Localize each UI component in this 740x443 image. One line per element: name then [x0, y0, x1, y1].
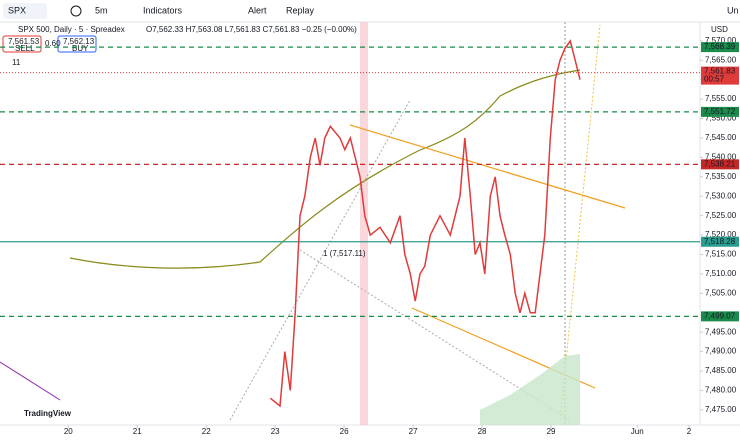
- y-tick-label: 7,505.00: [705, 288, 737, 297]
- y-tick-label: 7,495.00: [705, 327, 737, 336]
- price-level-label: 7,538.21: [704, 159, 736, 168]
- unlock-button[interactable]: Un: [727, 5, 739, 15]
- y-tick-label: 7,530.00: [705, 191, 737, 200]
- x-tick-label: 28: [478, 427, 487, 436]
- currency: USD: [711, 25, 728, 34]
- buy-price[interactable]: 7,562.13: [63, 37, 95, 46]
- y-tick-label: 7,490.00: [705, 347, 737, 356]
- price-level-tag: [701, 106, 739, 117]
- buy-label[interactable]: BUY: [72, 44, 89, 53]
- y-tick-label: 7,525.00: [705, 211, 737, 220]
- indicator-line: [0, 361, 61, 401]
- x-tick-label: 21: [133, 427, 142, 436]
- chart-title: SPX 500, Daily · 5 · Spreadex: [18, 25, 125, 34]
- y-tick-label: 7,480.00: [705, 386, 737, 395]
- x-tick-label: 22: [202, 427, 211, 436]
- session-highlight: [360, 22, 368, 425]
- y-tick-label: 7,545.00: [705, 133, 737, 142]
- y-tick-label: 7,515.00: [705, 250, 737, 259]
- add-icon[interactable]: [70, 5, 82, 17]
- trend-line: [229, 99, 411, 421]
- y-tick-label: 7,555.00: [705, 94, 737, 103]
- indicators-button[interactable]: Indicators: [143, 5, 183, 15]
- price-level-tag: [701, 42, 739, 53]
- x-tick-label: 27: [409, 427, 418, 436]
- y-tick-label: 7,535.00: [705, 172, 737, 181]
- x-tick-label: 29: [547, 427, 556, 436]
- ohlc-legend: O7,562.33 H7,563.08 L7,561.83 C7,561.83 …: [146, 25, 357, 34]
- channel-line: [349, 124, 626, 209]
- sell-price[interactable]: 7,561.53: [8, 37, 40, 46]
- price-level-label: 7,551.72: [704, 107, 736, 116]
- y-tick-label: 7,570.00: [705, 36, 737, 45]
- x-tick-label: 2: [687, 427, 692, 436]
- price-line: [269, 39, 581, 408]
- price-level-tag: [701, 236, 739, 247]
- sell-label[interactable]: SELL: [15, 44, 35, 53]
- alert-button[interactable]: Alert: [248, 5, 267, 15]
- y-tick-label: 7,485.00: [705, 366, 737, 375]
- annotation: 1 (7,517.11): [323, 249, 366, 258]
- logo: TradingView: [24, 409, 72, 418]
- price-level-tag: [701, 159, 739, 170]
- x-tick-label: 23: [271, 427, 280, 436]
- x-tick-label: Jun: [631, 427, 644, 436]
- price-level-label: 7,518.28: [704, 237, 736, 246]
- y-tick-label: 7,550.00: [705, 114, 737, 123]
- price-level-label: 7,499.07: [704, 311, 736, 320]
- vwap-curve: [69, 69, 581, 269]
- buy-box[interactable]: [57, 35, 97, 53]
- y-tick-label: 7,540.00: [705, 153, 737, 162]
- price-level-label: 7,568.39: [704, 42, 736, 51]
- y-tick-label: 7,475.00: [705, 405, 737, 414]
- last-price-label: 7,561.83: [704, 67, 736, 76]
- symbol-box[interactable]: [3, 3, 47, 19]
- last-price-tag: [701, 66, 739, 85]
- spread: 0.60: [45, 39, 61, 48]
- symbol[interactable]: SPX: [8, 5, 26, 15]
- toolbar: [0, 0, 740, 22]
- y-tick-label: 7,565.00: [705, 55, 737, 64]
- interval[interactable]: 5m: [95, 5, 108, 15]
- indicator-count[interactable]: 11: [12, 58, 21, 67]
- sell-box[interactable]: [2, 35, 42, 53]
- replay-button[interactable]: Replay: [286, 5, 315, 15]
- volume-area: [480, 354, 580, 425]
- x-tick-label: 20: [64, 427, 73, 436]
- price-level-tag: [701, 311, 739, 322]
- countdown: 00:57: [704, 75, 725, 84]
- y-tick-label: 7,520.00: [705, 230, 737, 239]
- x-tick-label: 26: [340, 427, 349, 436]
- y-tick-label: 7,510.00: [705, 269, 737, 278]
